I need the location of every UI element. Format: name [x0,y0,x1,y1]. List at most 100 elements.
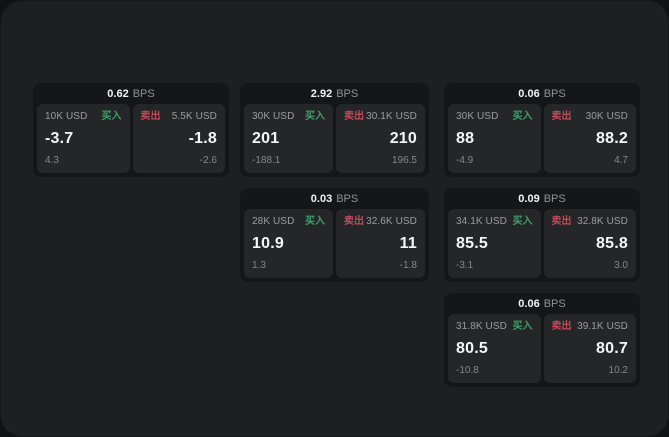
buy-amount: 31.8K USD [456,321,507,332]
buy-quote-panel[interactable]: 31.8K USD 买入 80.5 -10.8 [448,314,541,383]
sell-quote-panel[interactable]: 卖出 5.5K USD -1.8 -2.6 [132,104,225,173]
sell-amount: 32.8K USD [577,216,628,227]
buy-quote-panel[interactable]: 30K USD 买入 88 -4.9 [448,104,541,173]
buy-price: 88 [456,130,475,147]
bps-unit-label: BPS [336,87,359,100]
sell-price: 88.2 [596,130,628,147]
sell-side-label: 卖出 [344,216,364,227]
sell-panel-top: 卖出 39.1K USD [552,321,629,333]
sell-quote-panel[interactable]: 卖出 30.1K USD 210 196.5 [336,104,425,173]
buy-sub-value: -4.9 [456,155,474,166]
sell-panel-top: 卖出 5.5K USD [141,111,218,123]
quote-panels: 31.8K USD 买入 80.5 -10.8 卖出 39.1K USD 80.… [444,314,640,383]
sell-amount: 30K USD [585,111,628,122]
sell-price: 85.8 [596,235,628,252]
bps-spread-value: 0.06 [518,297,540,310]
buy-panel-top: 30K USD 买入 [456,111,533,123]
sell-sub-value: 3.0 [614,260,628,271]
buy-sub-value: 4.3 [45,155,59,166]
quote-panels: 28K USD 买入 10.9 1.3 卖出 32.6K USD 11 -1.8 [240,209,429,278]
sell-side-label: 卖出 [551,216,572,227]
sell-amount: 32.6K USD [366,216,417,227]
sell-panel-top: 卖出 30K USD [552,111,629,123]
sell-side-label: 卖出 [551,111,572,122]
sell-amount: 39.1K USD [577,321,628,332]
buy-price: 85.5 [456,235,488,252]
buy-amount: 30K USD [456,111,499,122]
buy-price: -3.7 [45,130,74,147]
bps-unit-label: BPS [543,297,566,310]
card-header: 2.92 BPS [240,83,429,104]
quote-panels: 10K USD 买入 -3.7 4.3 卖出 5.5K USD -1.8 -2.… [33,104,229,173]
sell-quote-panel[interactable]: 卖出 32.8K USD 85.8 3.0 [543,209,636,278]
buy-side-label: 买入 [305,111,325,122]
buy-side-label: 买入 [512,111,533,122]
bps-unit-label: BPS [543,192,566,205]
sell-quote-panel[interactable]: 卖出 32.6K USD 11 -1.8 [336,209,425,278]
quote-panels: 34.1K USD 买入 85.5 -3.1 卖出 32.8K USD 85.8… [444,209,640,278]
buy-side-label: 买入 [512,321,533,332]
quote-card: 2.92 BPS 30K USD 买入 201 -188.1 卖出 30.1K … [240,83,429,177]
sell-price: 80.7 [596,340,628,357]
sell-price: 210 [389,130,417,147]
buy-side-label: 买入 [305,216,325,227]
card-header: 0.06 BPS [444,83,640,104]
sell-price: 11 [399,235,417,252]
sell-panel-top: 卖出 32.6K USD [344,216,417,228]
buy-quote-panel[interactable]: 10K USD 买入 -3.7 4.3 [37,104,130,173]
buy-amount: 10K USD [45,111,88,122]
buy-amount: 34.1K USD [456,216,507,227]
sell-side-label: 卖出 [140,111,161,122]
sell-amount: 30.1K USD [366,111,417,122]
sell-sub-value: 10.2 [608,365,628,376]
bps-spread-value: 0.62 [107,87,129,100]
quote-card: 0.03 BPS 28K USD 买入 10.9 1.3 卖出 32.6K US… [240,188,429,282]
buy-price: 10.9 [252,235,284,252]
buy-price: 201 [252,130,280,147]
buy-panel-top: 34.1K USD 买入 [456,216,533,228]
sell-sub-value: 4.7 [614,155,628,166]
sell-side-label: 卖出 [344,111,364,122]
buy-side-label: 买入 [101,111,122,122]
sell-quote-panel[interactable]: 卖出 39.1K USD 80.7 10.2 [543,314,636,383]
card-header: 0.06 BPS [444,293,640,314]
sell-price: -1.8 [188,130,217,147]
buy-panel-top: 30K USD 买入 [252,111,325,123]
sell-panel-top: 卖出 30.1K USD [344,111,417,123]
bps-spread-value: 0.06 [518,87,540,100]
sell-sub-value: -1.8 [399,260,417,271]
quote-card: 0.06 BPS 31.8K USD 买入 80.5 -10.8 卖出 39.1… [444,293,640,387]
sell-amount: 5.5K USD [171,111,217,122]
card-header: 0.62 BPS [33,83,229,104]
bps-unit-label: BPS [336,192,359,205]
buy-panel-top: 28K USD 买入 [252,216,325,228]
bps-spread-value: 0.09 [518,192,540,205]
quote-card: 0.09 BPS 34.1K USD 买入 85.5 -3.1 卖出 32.8K… [444,188,640,282]
buy-quote-panel[interactable]: 34.1K USD 买入 85.5 -3.1 [448,209,541,278]
quote-panels: 30K USD 买入 201 -188.1 卖出 30.1K USD 210 1… [240,104,429,173]
bps-unit-label: BPS [132,87,155,100]
buy-amount: 30K USD [252,111,295,122]
buy-quote-panel[interactable]: 28K USD 买入 10.9 1.3 [244,209,333,278]
buy-sub-value: -3.1 [456,260,474,271]
sell-panel-top: 卖出 32.8K USD [552,216,629,228]
buy-panel-top: 10K USD 买入 [45,111,122,123]
sell-sub-value: 196.5 [391,155,417,166]
buy-quote-panel[interactable]: 30K USD 买入 201 -188.1 [244,104,333,173]
bps-spread-value: 0.03 [310,192,333,205]
buy-sub-value: -188.1 [252,155,281,166]
sell-sub-value: -2.6 [199,155,217,166]
buy-sub-value: -10.8 [456,365,479,376]
quote-card: 0.62 BPS 10K USD 买入 -3.7 4.3 卖出 5.5K USD… [33,83,229,177]
bps-unit-label: BPS [543,87,566,100]
sell-quote-panel[interactable]: 卖出 30K USD 88.2 4.7 [543,104,636,173]
buy-amount: 28K USD [252,216,295,227]
buy-panel-top: 31.8K USD 买入 [456,321,533,333]
buy-price: 80.5 [456,340,488,357]
quote-panels: 30K USD 买入 88 -4.9 卖出 30K USD 88.2 4.7 [444,104,640,173]
buy-side-label: 买入 [512,216,533,227]
card-header: 0.09 BPS [444,188,640,209]
sell-side-label: 卖出 [551,321,572,332]
card-header: 0.03 BPS [240,188,429,209]
